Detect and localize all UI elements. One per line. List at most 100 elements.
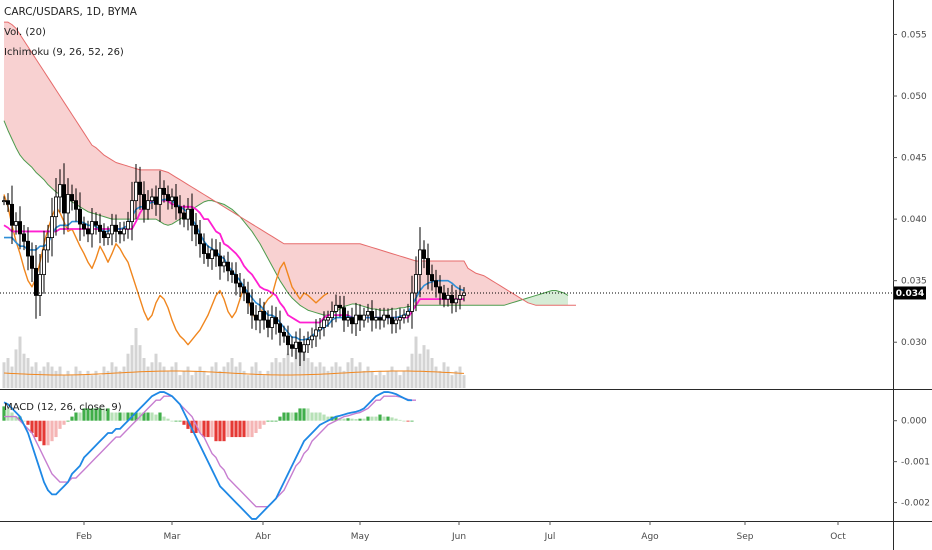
candle-body[interactable] bbox=[385, 314, 390, 319]
candle-body[interactable] bbox=[98, 224, 103, 232]
candle-body[interactable] bbox=[377, 317, 382, 321]
candle-body[interactable] bbox=[21, 233, 26, 242]
volume-legend[interactable]: Vol. (20) bbox=[4, 27, 46, 38]
macd-pane[interactable] bbox=[2, 391, 416, 520]
candle-body[interactable] bbox=[317, 327, 322, 331]
candle-body[interactable] bbox=[229, 270, 234, 275]
candle-body[interactable] bbox=[205, 253, 210, 259]
candle-body[interactable] bbox=[25, 240, 30, 257]
candle-body[interactable] bbox=[241, 286, 246, 294]
candle-body[interactable] bbox=[353, 314, 358, 325]
candle-body[interactable] bbox=[74, 200, 79, 210]
candle-body[interactable] bbox=[349, 317, 354, 325]
candle-body[interactable] bbox=[153, 196, 158, 205]
candle-body[interactable] bbox=[9, 203, 14, 226]
candle-body[interactable] bbox=[145, 200, 150, 210]
candle-body[interactable] bbox=[50, 216, 55, 238]
candle-body[interactable] bbox=[38, 274, 43, 296]
candle-body[interactable] bbox=[257, 311, 262, 321]
candle-body[interactable] bbox=[58, 184, 63, 198]
candle-body[interactable] bbox=[397, 317, 402, 321]
candle-body[interactable] bbox=[277, 323, 282, 333]
candle-body[interactable] bbox=[249, 302, 254, 316]
candle-body[interactable] bbox=[149, 196, 154, 202]
candle-body[interactable] bbox=[381, 314, 386, 321]
candle-body[interactable] bbox=[233, 274, 238, 284]
candle-body[interactable] bbox=[429, 274, 434, 282]
candle-body[interactable] bbox=[217, 255, 222, 267]
candle-body[interactable] bbox=[42, 249, 47, 275]
candle-body[interactable] bbox=[393, 319, 398, 325]
candle-body[interactable] bbox=[373, 317, 378, 321]
candle-body[interactable] bbox=[213, 249, 218, 257]
candle-body[interactable] bbox=[133, 181, 138, 202]
candle-body[interactable] bbox=[289, 344, 294, 349]
symbol-title[interactable]: CARC/USDARS, 1D, BYMA bbox=[4, 6, 138, 18]
candle-body[interactable] bbox=[62, 184, 67, 214]
candle-body[interactable] bbox=[325, 317, 330, 321]
candle-body[interactable] bbox=[337, 304, 342, 309]
candle-body[interactable] bbox=[193, 224, 198, 235]
candle-body[interactable] bbox=[118, 231, 123, 235]
candle-body[interactable] bbox=[329, 311, 334, 319]
candle-body[interactable] bbox=[82, 223, 87, 230]
candle-body[interactable] bbox=[313, 329, 318, 337]
candle-body[interactable] bbox=[90, 221, 95, 235]
candle-body[interactable] bbox=[169, 196, 174, 202]
candle-body[interactable] bbox=[110, 224, 115, 235]
candle-body[interactable] bbox=[357, 314, 362, 321]
candle-body[interactable] bbox=[102, 231, 107, 238]
candle-body[interactable] bbox=[245, 292, 250, 304]
candle-body[interactable] bbox=[401, 314, 406, 319]
candle-body[interactable] bbox=[54, 196, 59, 218]
candle-body[interactable] bbox=[34, 267, 39, 296]
candle-body[interactable] bbox=[137, 181, 142, 195]
candle-body[interactable] bbox=[177, 206, 182, 214]
candle-body[interactable] bbox=[2, 200, 7, 203]
candle-body[interactable] bbox=[114, 224, 119, 232]
candle-body[interactable] bbox=[189, 208, 194, 226]
candle-body[interactable] bbox=[445, 295, 450, 300]
candle-body[interactable] bbox=[449, 295, 454, 304]
candle-body[interactable] bbox=[341, 307, 346, 321]
candle-body[interactable] bbox=[453, 298, 458, 304]
candle-body[interactable] bbox=[86, 228, 91, 235]
candle-body[interactable] bbox=[106, 233, 111, 238]
candle-body[interactable] bbox=[221, 261, 226, 267]
senkou-span-b-line[interactable] bbox=[4, 21, 576, 306]
candle-body[interactable] bbox=[122, 228, 127, 235]
macd-legend[interactable]: MACD (12, 26, close, 9) bbox=[4, 402, 122, 413]
candle-body[interactable] bbox=[421, 249, 426, 259]
candle-body[interactable] bbox=[433, 280, 438, 288]
macd-line[interactable] bbox=[3, 391, 412, 520]
candle-body[interactable] bbox=[181, 212, 186, 220]
candle-body[interactable] bbox=[361, 314, 366, 321]
candle-body[interactable] bbox=[66, 194, 71, 214]
candle-body[interactable] bbox=[13, 221, 18, 226]
candle-body[interactable] bbox=[185, 208, 190, 220]
candle-body[interactable] bbox=[369, 311, 374, 321]
candle-body[interactable] bbox=[333, 304, 338, 312]
candle-body[interactable] bbox=[409, 292, 414, 312]
candle-body[interactable] bbox=[126, 221, 131, 230]
macd-signal-line[interactable] bbox=[4, 395, 416, 508]
candle-body[interactable] bbox=[237, 282, 242, 288]
candle-body[interactable] bbox=[46, 237, 51, 251]
candle-body[interactable] bbox=[301, 344, 306, 353]
price-pane[interactable] bbox=[2, 21, 576, 388]
candle-body[interactable] bbox=[281, 331, 286, 337]
candle-body[interactable] bbox=[365, 311, 370, 316]
candle-body[interactable] bbox=[265, 319, 270, 328]
candle-body[interactable] bbox=[425, 258, 430, 275]
candle-body[interactable] bbox=[285, 335, 290, 346]
candle-body[interactable] bbox=[29, 255, 34, 269]
candle-body[interactable] bbox=[6, 200, 11, 205]
candle-body[interactable] bbox=[461, 292, 466, 296]
candle-body[interactable] bbox=[321, 319, 326, 328]
candle-body[interactable] bbox=[129, 200, 134, 222]
candle-body[interactable] bbox=[161, 187, 166, 195]
candle-body[interactable] bbox=[141, 194, 146, 210]
candle-body[interactable] bbox=[405, 311, 410, 316]
candle-body[interactable] bbox=[197, 233, 202, 245]
